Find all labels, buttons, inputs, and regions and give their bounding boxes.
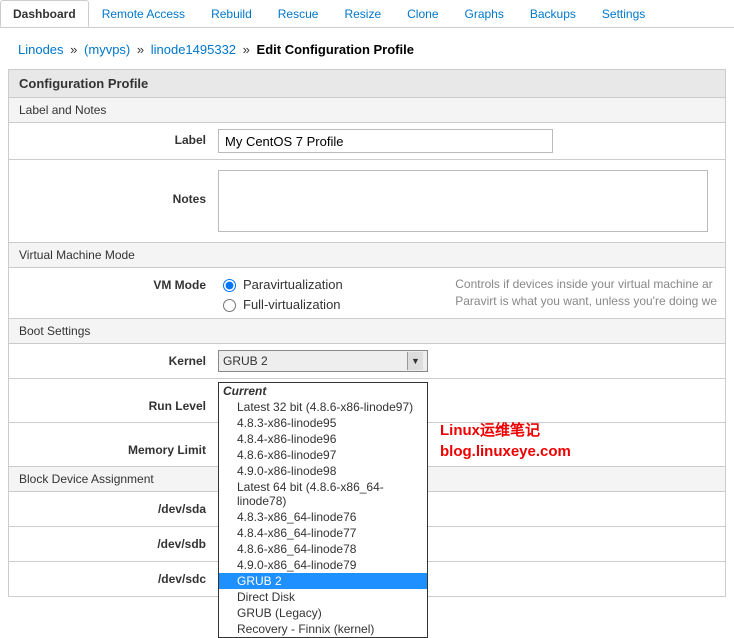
tab-clone[interactable]: Clone (394, 0, 451, 27)
dropdown-group-current: Current (219, 383, 427, 399)
breadcrumb-sep: » (243, 42, 250, 57)
kernel-dropdown[interactable]: Current Latest 32 bit (4.8.6-x86-linode9… (218, 382, 428, 638)
tab-backups[interactable]: Backups (517, 0, 589, 27)
breadcrumb-linodes[interactable]: Linodes (18, 42, 64, 57)
breadcrumb-sep: » (70, 42, 77, 57)
breadcrumb-myvps[interactable]: (myvps) (84, 42, 130, 57)
section-config-profile: Configuration Profile (8, 69, 726, 98)
label-kernel: Kernel (9, 350, 214, 372)
label-notes: Notes (9, 170, 214, 232)
tab-rebuild[interactable]: Rebuild (198, 0, 265, 27)
label-dev-sdc: /dev/sdc (9, 568, 214, 590)
kernel-option[interactable]: 4.8.6-x86_64-linode78 (219, 541, 427, 557)
breadcrumb-current: Edit Configuration Profile (257, 42, 414, 57)
tab-resize[interactable]: Resize (331, 0, 394, 27)
subsection-boot-settings: Boot Settings (8, 319, 726, 344)
tab-dashboard[interactable]: Dashboard (0, 0, 89, 27)
breadcrumb: Linodes » (myvps) » linode1495332 » Edit… (0, 28, 734, 69)
kernel-option[interactable]: GRUB 2 (219, 573, 427, 589)
kernel-option[interactable]: 4.8.6-x86-linode97 (219, 447, 427, 463)
row-notes: Notes (8, 160, 726, 243)
label-run-level: Run Level (9, 385, 214, 416)
label-input[interactable] (218, 129, 553, 153)
radio-paravirt[interactable]: Paravirtualization (218, 276, 343, 292)
label-dev-sdb: /dev/sdb (9, 533, 214, 555)
kernel-option[interactable]: 4.8.4-x86_64-linode77 (219, 525, 427, 541)
notes-textarea[interactable] (218, 170, 708, 232)
label-label: Label (9, 129, 214, 153)
chevron-down-icon: ▼ (407, 352, 423, 370)
radio-fullvirt[interactable]: Full-virtualization (218, 296, 343, 312)
kernel-option[interactable]: Latest 64 bit (4.8.6-x86_64-linode78) (219, 479, 427, 509)
breadcrumb-sep: » (137, 42, 144, 57)
radio-paravirt-input[interactable] (223, 279, 236, 292)
kernel-option[interactable]: Direct Disk (219, 589, 427, 605)
tab-graphs[interactable]: Graphs (452, 0, 517, 27)
row-vm-mode: VM Mode Paravirtualization Full-virtuali… (8, 268, 726, 319)
label-memory-limit: Memory Limit (9, 429, 214, 460)
kernel-select[interactable]: GRUB 2 ▼ (218, 350, 428, 372)
kernel-select-value: GRUB 2 (223, 354, 268, 368)
kernel-option[interactable]: 4.8.3-x86-linode95 (219, 415, 427, 431)
kernel-option[interactable]: 4.9.0-x86-linode98 (219, 463, 427, 479)
subsection-vm-mode: Virtual Machine Mode (8, 243, 726, 268)
radio-fullvirt-label: Full-virtualization (243, 297, 341, 312)
vm-mode-hint: Controls if devices inside your virtual … (415, 274, 717, 310)
row-kernel: Kernel GRUB 2 ▼ (8, 344, 726, 379)
kernel-option[interactable]: 4.8.3-x86_64-linode76 (219, 509, 427, 525)
kernel-option[interactable]: Latest 32 bit (4.8.6-x86-linode97) (219, 399, 427, 415)
kernel-option[interactable]: GRUB (Legacy) (219, 605, 427, 621)
tab-settings[interactable]: Settings (589, 0, 658, 27)
label-vm-mode: VM Mode (9, 274, 214, 312)
radio-paravirt-label: Paravirtualization (243, 277, 343, 292)
kernel-option[interactable]: Recovery - Finnix (kernel) (219, 621, 427, 637)
kernel-option[interactable]: 4.8.4-x86-linode96 (219, 431, 427, 447)
tab-rescue[interactable]: Rescue (265, 0, 332, 27)
label-dev-sda: /dev/sda (9, 498, 214, 520)
tab-remote-access[interactable]: Remote Access (89, 0, 198, 27)
subsection-label-notes: Label and Notes (8, 98, 726, 123)
radio-fullvirt-input[interactable] (223, 299, 236, 312)
row-label: Label (8, 123, 726, 160)
breadcrumb-linode-id[interactable]: linode1495332 (151, 42, 236, 57)
nav-tabs: DashboardRemote AccessRebuildRescueResiz… (0, 0, 734, 28)
kernel-option[interactable]: 4.9.0-x86_64-linode79 (219, 557, 427, 573)
